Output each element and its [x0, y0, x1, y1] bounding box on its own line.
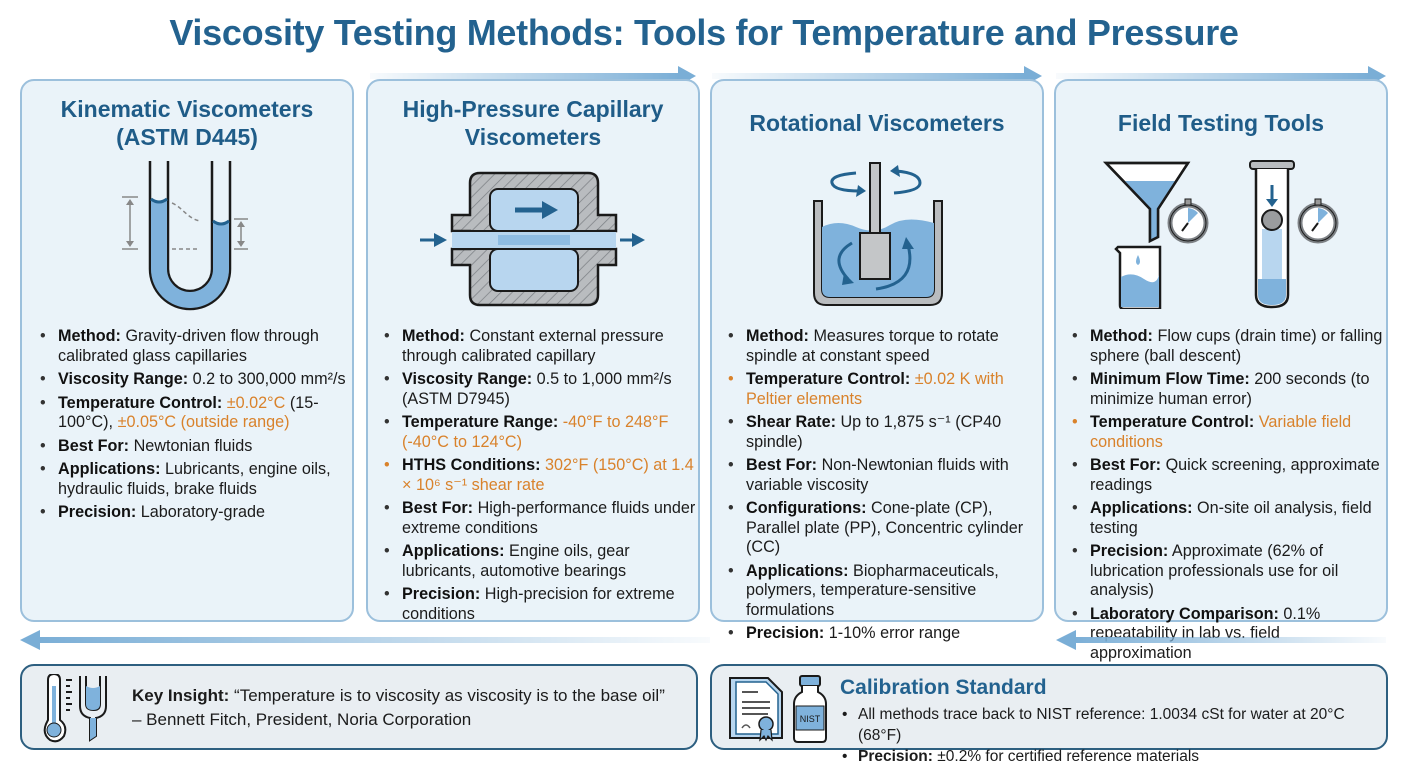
- card-field-testing-tools: Field Testing Tools Method: Flow: [1054, 79, 1388, 662]
- list-item: Applications: Lubricants, engine oils, h…: [36, 460, 346, 499]
- list-item: Shear Rate: Up to 1,875 s⁻¹ (CP40 spindl…: [724, 413, 1042, 452]
- card-kinematic-viscometers: Kinematic Viscometers (ASTM D445) Method…: [20, 79, 354, 622]
- stopwatch-icon: [1167, 198, 1209, 244]
- list-item: Temperature Control: ±0.02°C (15-100°C),…: [36, 394, 346, 433]
- page-title: Viscosity Testing Methods: Tools for Tem…: [169, 12, 1239, 53]
- nist-bottle-icon: NIST: [793, 675, 827, 743]
- list-item: Viscosity Range: 0.2 to 300,000 mm²/s: [36, 370, 346, 390]
- card-rotational-viscometers: Rotational Viscometers Method: Measures …: [710, 79, 1044, 643]
- list-item: Configurations: Cone-plate (CP), Paralle…: [724, 499, 1042, 558]
- return-arrow-left: [20, 630, 710, 650]
- calibration-list: All methods trace back to NIST reference…: [842, 704, 1386, 767]
- list-item: Applications: Biopharmaceuticals, polyme…: [724, 562, 1042, 621]
- field-details-list: Method: Flow cups (drain time) or fallin…: [1068, 327, 1386, 667]
- card-title: High-Pressure Capillary Viscometers: [402, 96, 664, 150]
- certificate-icon: [729, 677, 783, 742]
- kinematic-details-list: Method: Gravity-driven flow through cali…: [36, 327, 346, 527]
- svg-text:NIST: NIST: [800, 714, 821, 724]
- list-item: Applications: On-site oil analysis, fiel…: [1068, 499, 1386, 538]
- list-item: Precision: 1-10% error range: [724, 624, 1042, 644]
- stopwatch-icon: [1297, 198, 1339, 244]
- key-insight-quote: Key Insight: “Temperature is to viscosit…: [132, 686, 665, 729]
- list-item: Precision: ±0.2% for certified reference…: [842, 746, 1386, 767]
- flow-cup-and-falling-ball-icon: [1103, 160, 1339, 309]
- return-arrow-right: [1056, 630, 1386, 650]
- capillary-details-list: Method: Constant external pressure throu…: [380, 327, 696, 628]
- card-title: Kinematic Viscometers (ASTM D445): [60, 96, 314, 150]
- list-item: HTHS Conditions: 302°F (150°C) at 1.4 × …: [380, 456, 696, 495]
- thermometer-and-viscometer-icon: [43, 674, 107, 743]
- list-item: Temperature Control: Variable field cond…: [1068, 413, 1386, 452]
- key-insight-box: Key Insight: “Temperature is to viscosit…: [20, 664, 698, 750]
- card-title: Field Testing Tools: [1117, 110, 1325, 136]
- card-high-pressure-capillary: High-Pressure Capillary Viscometers Meth…: [366, 79, 700, 623]
- list-item: Minimum Flow Time: 200 seconds (to minim…: [1068, 370, 1386, 409]
- pressure-capillary-cell-icon: [420, 171, 645, 307]
- list-item: Best For: Newtonian fluids: [36, 437, 346, 457]
- list-item: Best For: Quick screening, approximate r…: [1068, 456, 1386, 495]
- list-item: Method: Gravity-driven flow through cali…: [36, 327, 346, 366]
- card-title: Rotational Viscometers: [749, 110, 1005, 136]
- list-item: Method: Constant external pressure throu…: [380, 327, 696, 366]
- list-item: Precision: Approximate (62% of lubricati…: [1068, 542, 1386, 601]
- rotating-spindle-icon: [813, 162, 943, 306]
- list-item: Applications: Engine oils, gear lubrican…: [380, 542, 696, 581]
- list-item: Method: Measures torque to rotate spindl…: [724, 327, 1042, 366]
- list-item: Temperature Control: ±0.02 K with Peltie…: [724, 370, 1042, 409]
- list-item: Viscosity Range: 0.5 to 1,000 mm²/s (AST…: [380, 370, 696, 409]
- list-item: Precision: High-precision for extreme co…: [380, 585, 696, 624]
- list-item: Best For: High-performance fluids under …: [380, 499, 696, 538]
- rotational-details-list: Method: Measures torque to rotate spindl…: [724, 327, 1042, 648]
- list-item: Best For: Non-Newtonian fluids with vari…: [724, 456, 1042, 495]
- u-tube-viscometer-icon: [122, 161, 248, 311]
- list-item: Precision: Laboratory-grade: [36, 503, 346, 523]
- list-item: Temperature Range: -40°F to 248°F (-40°C…: [380, 413, 696, 452]
- list-item: All methods trace back to NIST reference…: [842, 704, 1386, 746]
- calibration-title: Calibration Standard: [840, 676, 1047, 699]
- calibration-standard-box: NIST Calibration Standard All methods tr…: [710, 664, 1388, 767]
- list-item: Method: Flow cups (drain time) or fallin…: [1068, 327, 1386, 366]
